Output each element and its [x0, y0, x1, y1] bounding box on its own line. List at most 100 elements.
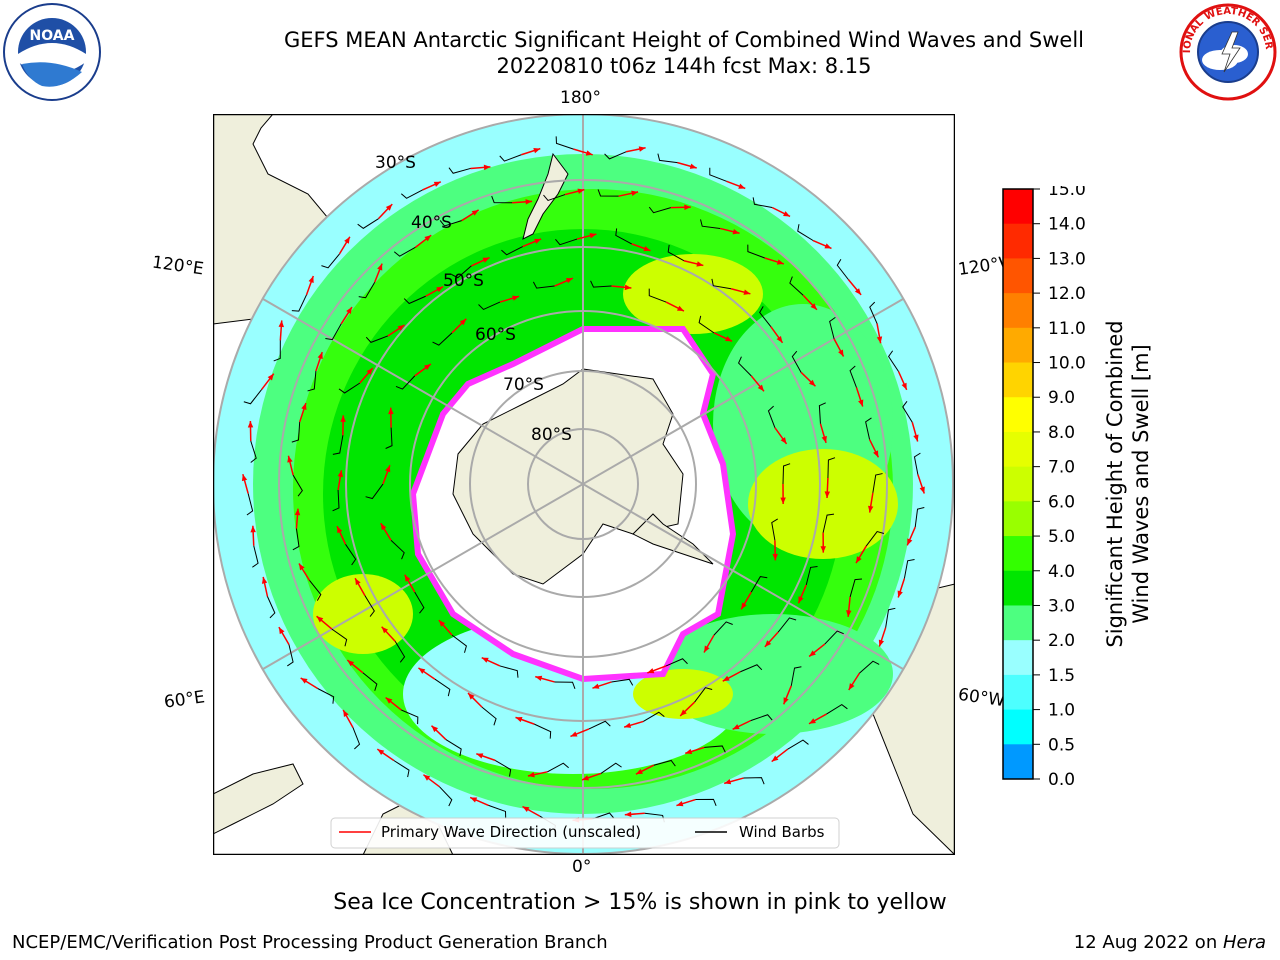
wind-barb [401, 709, 419, 725]
wave-direction-arrowhead [522, 806, 530, 813]
wind-barb [903, 558, 915, 579]
wind-barb [865, 417, 872, 440]
wave-direction-arrowhead [592, 683, 600, 689]
wave-direction-arrowhead [741, 602, 747, 610]
colorbar-tick-label: 9.0 [1048, 388, 1075, 408]
wave-direction-arrowhead [247, 420, 254, 428]
wind-barb [695, 798, 717, 807]
lon-label-60e: 60°E [162, 687, 207, 713]
colorbar-swatch [1003, 293, 1033, 329]
wave-direction-arrowhead [897, 590, 903, 598]
wave-direction-arrowhead [482, 257, 490, 263]
colorbar-swatch [1003, 189, 1033, 225]
wave-direction-arrowhead [377, 749, 385, 756]
wind-barb [694, 687, 713, 703]
new-zealand-land [522, 152, 569, 240]
wind-barb [615, 228, 632, 245]
wave-direction-arrowhead [346, 307, 352, 314]
colorbar-tick-label: 4.0 [1048, 562, 1075, 582]
wind-barb [829, 316, 836, 340]
wave-direction-arrowhead [337, 470, 344, 478]
wind-barb [394, 641, 406, 663]
wave-direction-arrowhead [459, 318, 467, 326]
footer-host: Hera [1222, 932, 1266, 953]
wind-barb [481, 706, 497, 726]
wind-barb [543, 194, 566, 202]
wave-direction-arrowhead [470, 797, 478, 803]
wind-barb [499, 154, 522, 162]
wave-direction-arrowhead [638, 146, 646, 152]
wind-barb [499, 665, 519, 678]
wind-barb [709, 167, 727, 182]
wind-barb [750, 576, 768, 593]
wind-barb [822, 513, 835, 533]
wind-barb [439, 220, 462, 227]
wave-direction-arrowhead [907, 538, 913, 546]
wave-direction-arrowhead [261, 576, 268, 584]
colorbar-swatch [1003, 605, 1033, 641]
wave-direction-arrowhead [776, 335, 783, 343]
wind-barb [790, 666, 802, 686]
wind-barb [777, 617, 797, 633]
wave-direction-arrowhead [913, 434, 919, 442]
lon-label-60w: 60°W [956, 684, 1007, 712]
wave-direction-arrowhead [533, 148, 541, 154]
wind-barb [818, 402, 826, 424]
legend-wave-direction: Primary Wave Direction (unscaled) [381, 823, 641, 841]
wind-barb [787, 739, 809, 750]
wave-direction-arrowhead [846, 610, 852, 617]
wind-barb [902, 401, 913, 423]
colorbar-tick-label: 1.0 [1048, 701, 1075, 721]
wind-barb [403, 295, 426, 305]
wind-barb [592, 812, 615, 820]
wave-direction-arrowhead [780, 437, 787, 444]
wave-direction-arrowhead [854, 288, 862, 295]
wave-direction-arrowhead [438, 620, 446, 627]
wave-direction-arrowhead [241, 474, 248, 482]
wind-barb [292, 528, 300, 551]
wave-direction-arrowhead [684, 204, 691, 210]
wind-barb [704, 745, 726, 753]
wave-direction-arrowhead [856, 556, 862, 564]
lat-label-50s: 50°S [443, 271, 484, 291]
wave-direction-arrowhead [764, 640, 772, 647]
wind-barb [667, 244, 685, 262]
wind-barb [771, 518, 778, 541]
colorbar-swatch [1003, 223, 1033, 259]
wave-direction-arrowhead [868, 505, 874, 513]
wind-barb [713, 621, 733, 636]
colorbar-tick-label: 5.0 [1048, 527, 1075, 547]
colorbar-tick-label: 11.0 [1048, 319, 1086, 339]
wind-barb [913, 452, 921, 475]
wind-barb [869, 301, 878, 324]
wave-direction-arrowhead [808, 379, 816, 387]
wind-barb [332, 435, 344, 455]
wind-barb [665, 658, 688, 667]
wind-barb [364, 595, 375, 617]
wind-barb [827, 457, 836, 479]
colorbar-swatch [1003, 397, 1033, 433]
wind-barb [747, 244, 765, 259]
lat-label-60s: 60°S [475, 325, 516, 345]
wave-direction-arrowhead [534, 238, 542, 244]
wind-barb [501, 246, 523, 256]
wind-barb [914, 506, 925, 528]
wind-barb [252, 545, 259, 568]
wind-barb [332, 489, 340, 512]
wind-barb [432, 332, 453, 346]
wind-barb [657, 153, 678, 164]
wind-barb [653, 759, 676, 767]
wind-barb [338, 382, 361, 394]
wave-direction-arrowhead [385, 465, 391, 473]
wind-barb [307, 371, 317, 392]
wind-barb [859, 660, 880, 674]
lat-label-40s: 40°S [411, 213, 452, 233]
colorbar-swatch [1003, 431, 1033, 468]
wave-direction-arrowhead [824, 243, 832, 249]
wave-direction-arrowhead [676, 801, 684, 807]
wind-barb [266, 596, 276, 619]
wind-barb [885, 607, 896, 628]
wave-direction-arrowhead [724, 779, 732, 785]
wind-barb [782, 463, 791, 485]
wind-barb [451, 265, 472, 279]
